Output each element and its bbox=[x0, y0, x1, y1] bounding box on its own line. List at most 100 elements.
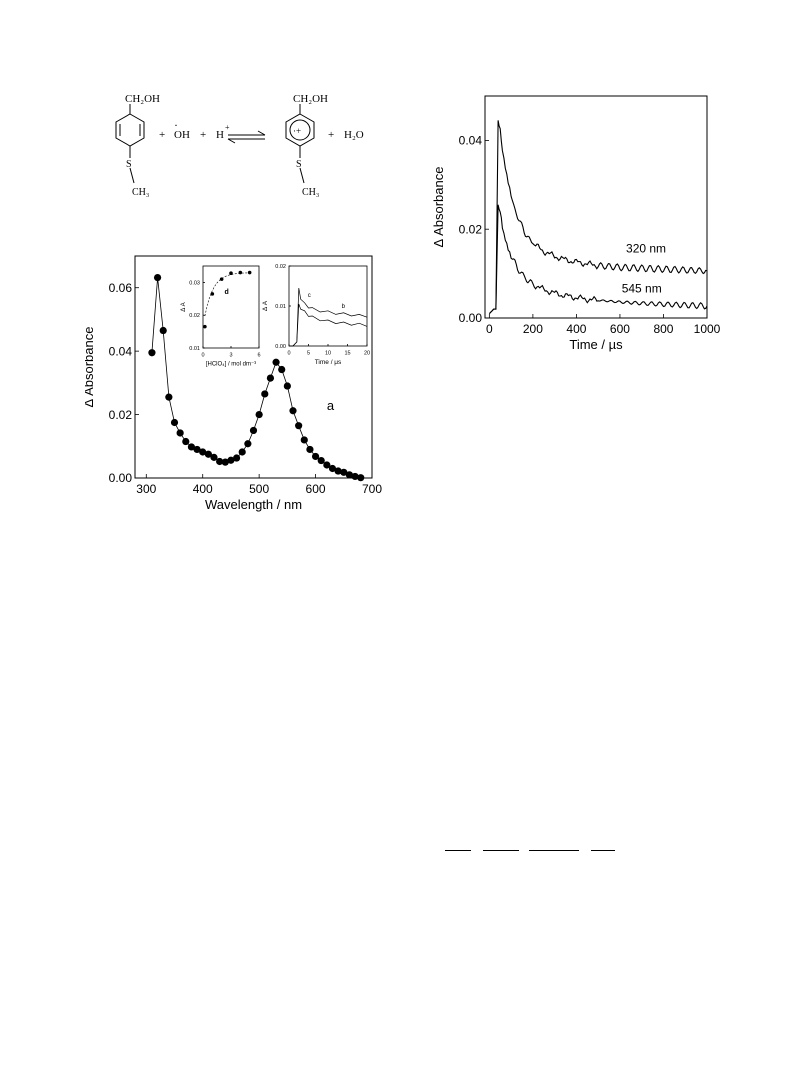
inset-acid-point bbox=[203, 324, 207, 329]
inset-acid-x-tick-label: 6 bbox=[257, 353, 260, 359]
footer-line-4 bbox=[591, 850, 615, 851]
spectrum-y-tick-label: 0.04 bbox=[109, 344, 133, 358]
product-ch3-label: CH₃ bbox=[302, 187, 319, 198]
spectrum-x-tick-label: 300 bbox=[136, 482, 156, 496]
inset-acid-point bbox=[229, 271, 233, 276]
inset-acid-x-axis-label: [HClO₄] / mol dm⁻³ bbox=[206, 362, 256, 368]
inset-acid-label: d bbox=[224, 289, 228, 296]
product-ch2oh-label: CH₂OH bbox=[293, 93, 328, 105]
spectrum-y-tick-label: 0.02 bbox=[109, 408, 133, 422]
radical-dot: · bbox=[174, 118, 178, 132]
decay-kinetics-chart: 0 200 400 600 800 1000 0.00 0.02 0.04 Time / µs Δ … bbox=[431, 95, 720, 352]
spectrum-point bbox=[340, 468, 348, 476]
spectrum-point bbox=[311, 452, 320, 461]
inset-time-y-tick-label: 0.02 bbox=[275, 264, 286, 270]
spectrum-point bbox=[255, 410, 263, 419]
reactant-ch3-label: CH₃ bbox=[132, 187, 149, 198]
kinetics-y-axis-label: Δ Absorbance bbox=[431, 167, 446, 248]
spectrum-point bbox=[148, 349, 156, 357]
spectrum-point bbox=[182, 437, 190, 446]
footer-line-2 bbox=[483, 850, 519, 851]
spectrum-point bbox=[221, 458, 229, 466]
footer-line-1 bbox=[445, 850, 471, 851]
spectrum-point bbox=[261, 390, 269, 398]
spectrum-y-axis-label: Δ Absorbance bbox=[85, 327, 96, 408]
kinetics-y-tick-label: 0.04 bbox=[459, 134, 483, 148]
kinetics-trace-320nm bbox=[488, 120, 708, 314]
spectrum-point bbox=[165, 393, 173, 401]
spectrum-point bbox=[187, 443, 196, 451]
inset-time-x-tick-label: 20 bbox=[364, 351, 370, 357]
inset-acid-y-axis-label: Δ A bbox=[181, 302, 187, 311]
product-benzene-ring bbox=[285, 104, 315, 184]
inset-time-label-c: c bbox=[308, 293, 311, 299]
spectrum-x-tick-label: 600 bbox=[306, 482, 326, 496]
equilibrium-arrow-icon bbox=[227, 130, 266, 144]
inset-acid-frame bbox=[202, 265, 260, 349]
spectrum-point bbox=[159, 326, 167, 335]
spectrum-y-tick-label: 0.00 bbox=[109, 471, 133, 485]
spectrum-point bbox=[210, 453, 218, 461]
kinetics-x-tick-label: 1000 bbox=[694, 322, 720, 336]
spectrum-point bbox=[272, 358, 280, 366]
inset-acid-x-tick-label: 0 bbox=[201, 353, 204, 359]
inset-acid-point bbox=[238, 270, 243, 275]
inset-time-x-tick-label: 15 bbox=[344, 351, 350, 357]
spectrum-point bbox=[317, 456, 325, 465]
product-ring-charge: ·+ bbox=[293, 126, 301, 136]
kinetics-plot-area: 0 200 400 600 800 1000 0.00 0.02 0.04 Time / µs Δ … bbox=[431, 95, 720, 352]
kinetics-y-tick-label: 0.00 bbox=[459, 311, 483, 325]
kinetics-x-tick-label: 600 bbox=[610, 322, 630, 336]
inset-acid-point bbox=[247, 270, 252, 275]
footer-separator-lines bbox=[445, 844, 625, 854]
plus-sign-3: + bbox=[328, 129, 334, 141]
spectrum-point bbox=[193, 445, 201, 454]
kinetics-label-320nm: 320 nm bbox=[626, 241, 666, 255]
spectrum-point bbox=[153, 273, 162, 282]
spectrum-point bbox=[176, 429, 184, 437]
spectrum-curve-label: a bbox=[327, 398, 335, 413]
inset-acid-y-tick-label: 0.03 bbox=[189, 280, 200, 286]
spectrum-point bbox=[266, 374, 275, 382]
spectrum-point bbox=[300, 436, 308, 444]
spectrum-point bbox=[323, 461, 331, 469]
reactant-benzene-ring bbox=[115, 104, 145, 184]
inset-time-y-tick-label: 0.01 bbox=[275, 304, 286, 310]
plus-sign-1: + bbox=[159, 129, 165, 141]
absorption-spectrum-chart: 300 400 500 600 7000.000.020.040.06Wavelengt… bbox=[85, 255, 382, 512]
spectrum-plot-area: 300 400 500 600 7000.000.020.040.06Wavelengt… bbox=[85, 255, 382, 512]
kinetics-x-tick-label: 200 bbox=[523, 322, 543, 336]
spectrum-point bbox=[306, 445, 314, 454]
inset-time-y-tick-label: 0.00 bbox=[275, 344, 286, 350]
inset-acid-fit-line bbox=[204, 272, 252, 317]
spectrum-point bbox=[278, 365, 286, 374]
spectrum-x-tick-label: 400 bbox=[193, 482, 213, 496]
proton-charge: + bbox=[225, 123, 230, 132]
spectrum-point bbox=[204, 450, 212, 458]
inset-time-label-b: b bbox=[342, 304, 346, 310]
spectrum-point bbox=[283, 382, 291, 390]
proton-label: H bbox=[216, 129, 224, 141]
inset-time-trace-c bbox=[289, 287, 368, 347]
spectrum-point bbox=[351, 472, 359, 481]
spectrum-point bbox=[238, 448, 246, 456]
kinetics-x-tick-label: 0 bbox=[486, 322, 493, 336]
kinetics-x-tick-label: 800 bbox=[653, 322, 673, 336]
kinetics-y-tick-label: 0.02 bbox=[459, 222, 483, 236]
water-label: H₂O bbox=[344, 129, 364, 141]
kinetics-trace-545nm bbox=[488, 204, 708, 314]
spectrum-y-tick-label: 0.06 bbox=[109, 281, 133, 295]
spectrum-point bbox=[232, 454, 241, 462]
inset-acid-y-tick-label: 0.02 bbox=[189, 313, 200, 319]
inset-time-x-tick-label: 0 bbox=[287, 351, 290, 357]
inset-time-x-axis-label: Time / μs bbox=[315, 359, 342, 366]
inset-time-trace-b bbox=[289, 303, 368, 347]
spectrum-point bbox=[289, 407, 297, 415]
spectrum-point bbox=[334, 467, 342, 475]
inset-time-x-tick-label: 10 bbox=[325, 351, 331, 357]
spectrum-frame bbox=[134, 255, 373, 479]
kinetics-x-tick-label: 400 bbox=[566, 322, 586, 336]
spectrum-point bbox=[345, 471, 354, 479]
spectrum-x-axis-label: Wavelength / nm bbox=[205, 497, 302, 512]
spectrum-point bbox=[170, 418, 179, 427]
